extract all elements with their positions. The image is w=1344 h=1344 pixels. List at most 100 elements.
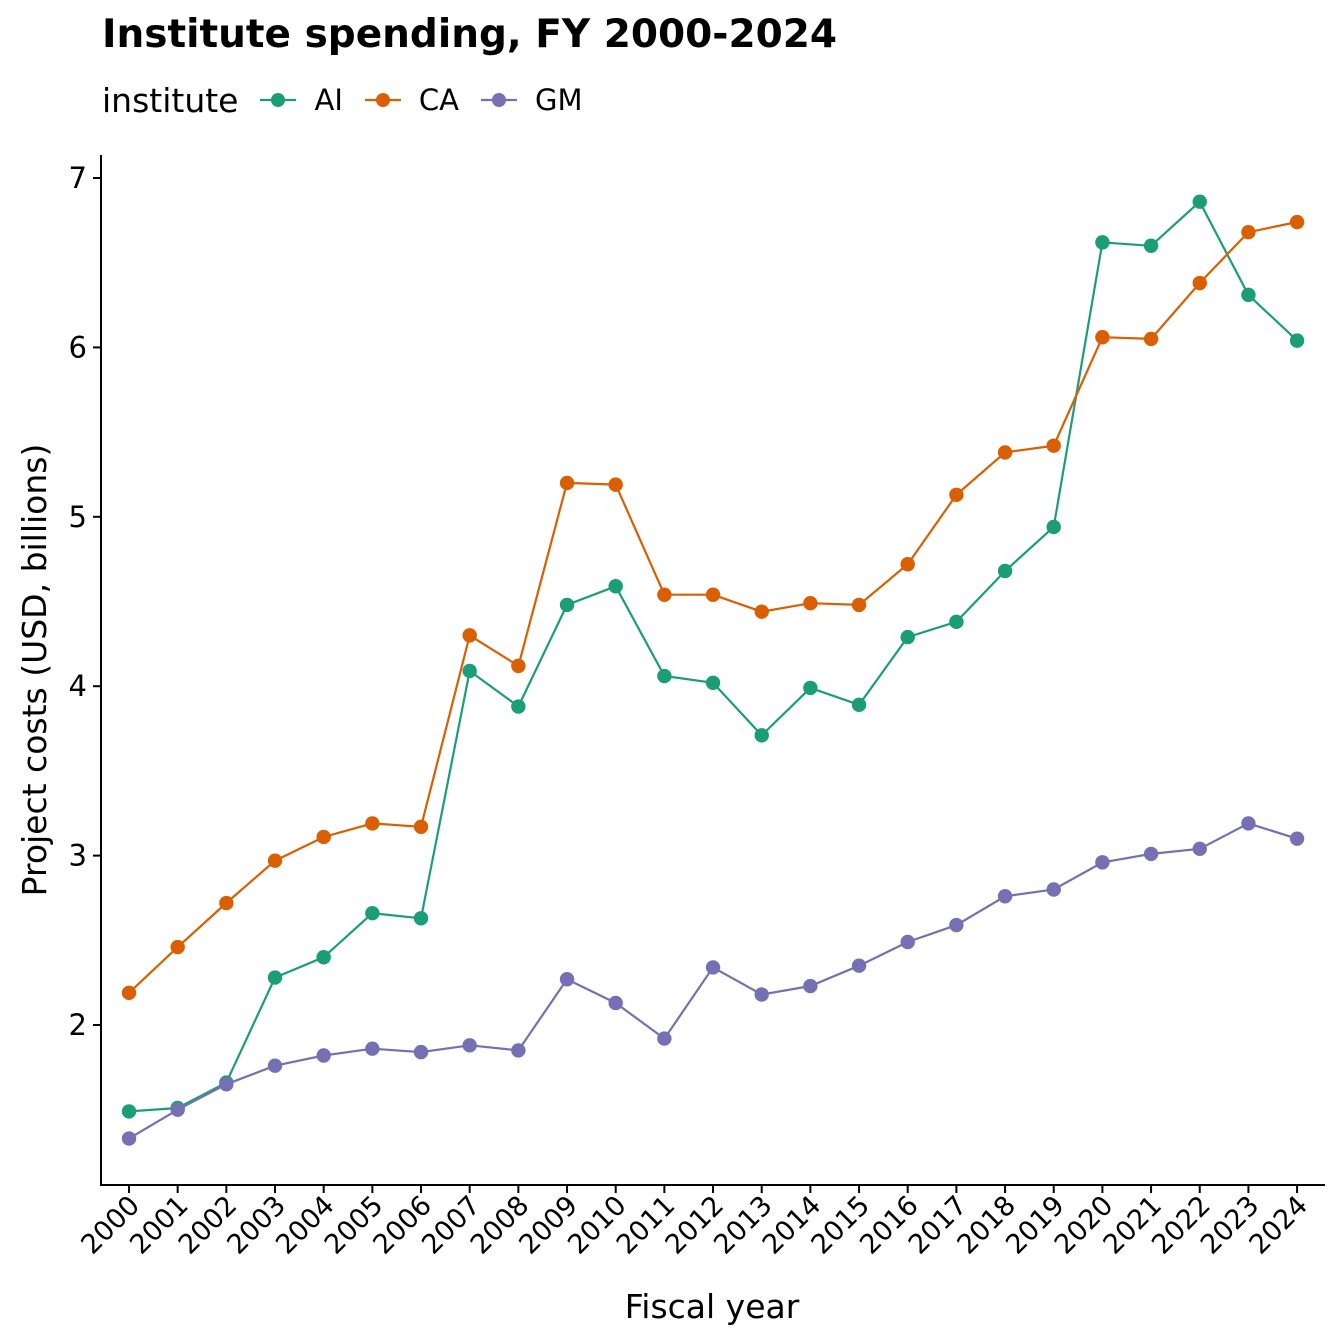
series-line-GM — [128, 822, 1298, 1140]
point-CA-2009 — [559, 475, 575, 491]
y-tick-label-7: 7 — [69, 161, 87, 195]
point-GM-2008 — [511, 1043, 526, 1058]
point-GM-2018 — [997, 889, 1013, 904]
point-CA-2023 — [1241, 225, 1256, 240]
point-AI-2000 — [121, 1104, 137, 1119]
series-layer — [121, 194, 1305, 1146]
point-CA-2020 — [1095, 330, 1110, 345]
point-GM-2001 — [170, 1102, 185, 1117]
point-CA-2019 — [1046, 438, 1061, 453]
legend-item-GM: GM — [480, 83, 583, 117]
point-GM-2014 — [803, 978, 818, 994]
series-AI — [121, 194, 1305, 1119]
series-line-CA — [128, 220, 1298, 994]
chart-title: Institute spending, FY 2000-2024 — [102, 12, 838, 57]
point-AI-2024 — [1289, 333, 1305, 348]
point-AI-2004 — [316, 950, 331, 965]
point-CA-2000 — [121, 985, 137, 1001]
point-GM-2023 — [1241, 816, 1256, 831]
point-GM-2007 — [462, 1038, 477, 1053]
point-AI-2020 — [1095, 235, 1110, 250]
axes: 2345672000200120022003200420052006200720… — [69, 155, 1325, 1261]
point-AI-2012 — [705, 675, 721, 691]
point-GM-2012 — [705, 960, 721, 975]
point-AI-2008 — [511, 699, 526, 714]
point-GM-2013 — [754, 987, 769, 1002]
series-GM — [121, 816, 1305, 1146]
point-GM-2022 — [1192, 841, 1207, 857]
point-AI-2011 — [657, 668, 672, 684]
legend-key-point-GM — [491, 93, 506, 107]
point-GM-2024 — [1289, 831, 1305, 846]
y-tick-label-5: 5 — [69, 500, 87, 534]
point-AI-2022 — [1192, 194, 1207, 209]
point-CA-2004 — [316, 829, 331, 845]
point-GM-2019 — [1046, 882, 1061, 897]
y-axis-title: Project costs (USD, billions) — [15, 444, 54, 897]
legend-label-CA: CA — [418, 83, 459, 117]
point-GM-2016 — [900, 934, 915, 950]
point-AI-2017 — [949, 614, 964, 630]
point-AI-2006 — [413, 911, 429, 926]
legend-label-GM: GM — [534, 83, 583, 117]
point-AI-2023 — [1241, 287, 1256, 303]
point-CA-2022 — [1192, 275, 1207, 291]
point-GM-2002 — [219, 1077, 234, 1092]
point-AI-2019 — [1046, 519, 1061, 535]
point-CA-2013 — [754, 604, 769, 619]
point-GM-2010 — [608, 995, 623, 1011]
point-AI-2010 — [608, 579, 623, 594]
x-axis-title: Fiscal year — [625, 1287, 800, 1326]
series-CA — [121, 214, 1305, 1001]
point-GM-2005 — [365, 1041, 380, 1056]
point-CA-2016 — [900, 557, 915, 572]
legend-key-AI — [260, 93, 297, 107]
point-AI-2005 — [365, 905, 380, 921]
point-CA-2017 — [949, 487, 964, 502]
point-CA-2001 — [170, 939, 185, 955]
legend-items: AI CA GM — [260, 83, 604, 117]
point-AI-2003 — [267, 970, 283, 985]
y-tick-label-2: 2 — [69, 1008, 87, 1042]
y-tick-label-6: 6 — [69, 330, 87, 364]
point-AI-2021 — [1143, 238, 1159, 253]
point-CA-2003 — [267, 853, 283, 868]
point-CA-2007 — [462, 628, 477, 643]
y-tick-label-4: 4 — [69, 669, 87, 703]
point-AI-2013 — [754, 728, 769, 743]
point-AI-2014 — [803, 680, 818, 696]
point-CA-2005 — [365, 816, 380, 831]
point-GM-2017 — [949, 917, 964, 933]
legend-label-AI: AI — [314, 83, 343, 117]
legend: institute AI CA GM — [102, 78, 604, 122]
point-GM-2015 — [851, 958, 867, 973]
point-CA-2006 — [413, 819, 429, 835]
point-CA-2002 — [219, 895, 234, 911]
legend-key-CA — [364, 93, 401, 107]
point-CA-2018 — [997, 445, 1013, 460]
point-AI-2007 — [462, 663, 477, 679]
point-CA-2008 — [511, 658, 526, 674]
point-CA-2012 — [705, 587, 721, 602]
y-tick-label-3: 3 — [69, 839, 87, 873]
point-GM-2000 — [121, 1131, 137, 1146]
point-GM-2011 — [657, 1031, 672, 1046]
point-CA-2021 — [1143, 331, 1159, 347]
point-AI-2016 — [900, 629, 915, 645]
point-CA-2014 — [803, 595, 818, 611]
point-AI-2018 — [997, 563, 1013, 579]
point-GM-2020 — [1095, 855, 1110, 870]
x-tick-label-2024: 2024 — [1244, 1190, 1315, 1261]
legend-key-point-AI — [271, 93, 286, 107]
point-CA-2010 — [608, 477, 623, 492]
legend-key-GM — [480, 93, 517, 107]
legend-key-point-CA — [375, 93, 390, 107]
legend-item-AI: AI — [260, 83, 343, 117]
point-GM-2021 — [1143, 846, 1159, 862]
point-GM-2004 — [316, 1048, 331, 1063]
legend-item-CA: CA — [364, 83, 459, 117]
point-CA-2011 — [657, 587, 672, 602]
legend-title: institute — [102, 80, 239, 120]
point-CA-2024 — [1289, 214, 1305, 230]
